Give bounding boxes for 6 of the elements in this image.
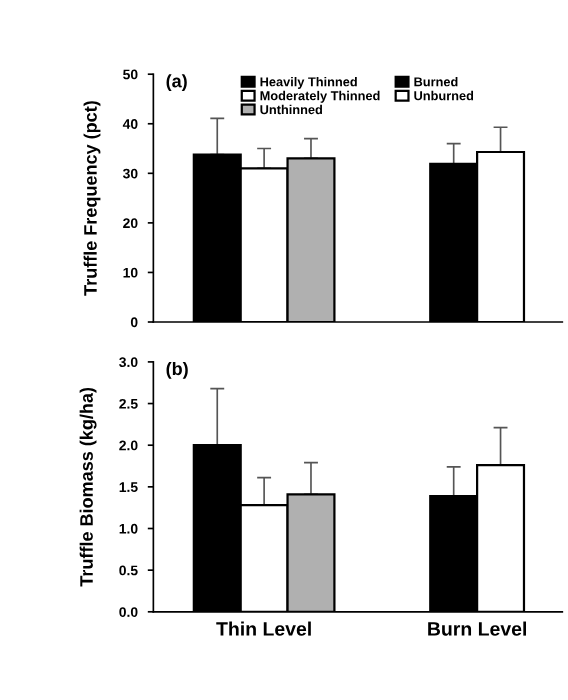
- chart-title: (b): [166, 361, 188, 379]
- y-axis-title: Truffle Frequency (pct): [83, 101, 101, 296]
- x-tick-label: Thin Level: [216, 621, 311, 636]
- x-tick-label: Burn Level: [428, 621, 526, 636]
- chart-title: (a): [166, 74, 187, 92]
- y-axis-title: Truffle Biomass (kg/ha): [79, 387, 97, 587]
